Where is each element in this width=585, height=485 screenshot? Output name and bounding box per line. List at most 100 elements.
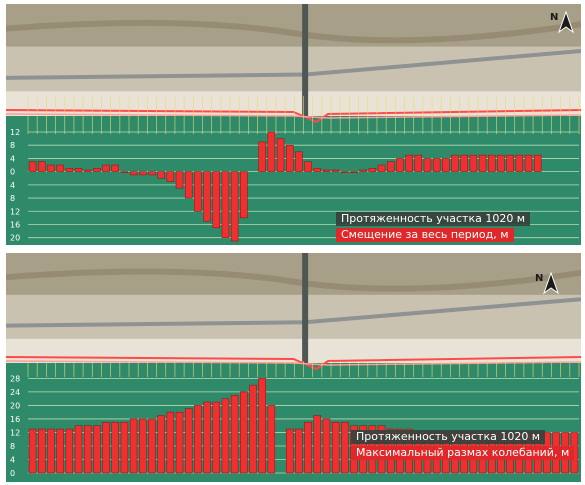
bar-51	[488, 154, 496, 172]
bar-40	[387, 161, 395, 172]
bar-2	[38, 428, 46, 474]
dune-line	[6, 19, 581, 44]
shoreline-pink	[6, 360, 581, 366]
bar-7	[83, 425, 92, 474]
y-tick-label: 20	[10, 234, 20, 243]
chart-grid	[27, 96, 580, 239]
bar-22	[221, 398, 230, 474]
bar-22	[221, 171, 230, 238]
bar-2	[38, 161, 46, 172]
y-tick-label: 12	[10, 428, 20, 437]
shoreline-pink	[6, 113, 581, 119]
bar-46	[442, 158, 450, 172]
bar-3	[47, 164, 55, 172]
bar-32	[313, 168, 322, 172]
bar-4	[56, 428, 64, 474]
y-tick-label: 28	[10, 374, 20, 383]
bar-11	[120, 171, 129, 173]
shoreline-red	[6, 109, 581, 124]
bar-37	[359, 169, 367, 172]
bar-16	[166, 411, 175, 474]
y-tick-label: 20	[10, 401, 20, 410]
bar-17	[175, 171, 184, 189]
bar-34	[331, 422, 340, 474]
bar-14	[148, 171, 156, 176]
bar-36	[350, 171, 358, 173]
bar-31	[304, 161, 312, 172]
bar-11	[120, 422, 129, 474]
bar-13	[139, 171, 147, 176]
chart-panel-displacement: 12 8 4 0 4 8 12 16 20 N Протяженность участка 10…	[6, 4, 581, 245]
bar-15	[157, 415, 165, 474]
bar-9	[102, 422, 110, 474]
bar-50	[478, 154, 487, 172]
bar-20	[203, 171, 211, 222]
chart-panel-amplitude: 0 4 8 12 16 20 24 28 N Протяженность участка 10…	[6, 253, 581, 482]
bar-21	[212, 171, 220, 229]
bar-27	[267, 131, 276, 172]
bar-55	[524, 154, 533, 172]
bar-45	[432, 158, 441, 172]
bar-42	[405, 154, 413, 172]
bar-12	[129, 171, 138, 176]
bar-13	[139, 418, 147, 474]
aerial-background	[6, 4, 581, 245]
north-arrow-shape	[543, 271, 559, 295]
bar-5	[65, 428, 74, 474]
bar-33	[322, 418, 331, 474]
y-tick-label: 8	[10, 141, 15, 150]
y-tick-label: 16	[10, 415, 20, 424]
y-tick-label: 24	[10, 388, 20, 397]
bar-series	[28, 131, 542, 242]
canal	[302, 253, 309, 363]
bar-6	[74, 168, 83, 172]
bar-23	[230, 395, 239, 474]
y-tick-label: 16	[10, 220, 20, 229]
dune-line	[6, 268, 581, 292]
bar-21	[212, 401, 220, 474]
bar-39	[377, 164, 386, 172]
bar-6	[74, 425, 83, 474]
north-arrow-letter: N	[535, 273, 543, 284]
bar-12	[129, 418, 138, 474]
bar-8	[93, 168, 101, 172]
bar-30	[295, 428, 303, 474]
bar-10	[111, 422, 119, 474]
bar-35	[341, 171, 349, 173]
bar-3	[47, 428, 55, 474]
bar-33	[322, 169, 331, 172]
bar-18	[184, 171, 193, 199]
bar-5	[65, 168, 74, 172]
shoreline-red	[6, 356, 581, 371]
bar-30	[295, 151, 303, 172]
bar-47	[451, 154, 459, 172]
y-tick-label: 8	[10, 194, 15, 203]
bar-26	[258, 141, 266, 172]
displacement-chart: 12 8 4 0 4 8 12 16 20 N	[6, 4, 581, 245]
metric-caption: Смещение за весь период, м	[336, 228, 514, 242]
bar-43	[414, 154, 423, 172]
bar-27	[267, 405, 276, 474]
canal	[302, 4, 309, 116]
y-axis-ticks: 0 4 8 12 16 20 24 28	[10, 374, 20, 478]
y-tick-label: 0	[10, 469, 15, 478]
bar-17	[175, 411, 184, 474]
bar-29	[285, 144, 294, 172]
bar-20	[203, 401, 211, 474]
bar-53	[506, 154, 514, 172]
bar-31	[304, 422, 312, 474]
bar-15	[157, 171, 165, 179]
bar-34	[331, 169, 340, 172]
bar-9	[102, 164, 110, 172]
bar-14	[148, 418, 156, 474]
bar-48	[460, 154, 468, 172]
north-arrow-letter: N	[550, 12, 558, 23]
length-caption: Протяженность участка 1020 м	[351, 430, 546, 444]
bar-1	[28, 428, 37, 474]
bar-41	[396, 158, 404, 172]
bar-18	[184, 408, 193, 474]
y-tick-label: 4	[10, 154, 15, 163]
north-arrow-shape	[558, 10, 574, 34]
bar-38	[368, 168, 377, 172]
bar-23	[230, 171, 239, 242]
